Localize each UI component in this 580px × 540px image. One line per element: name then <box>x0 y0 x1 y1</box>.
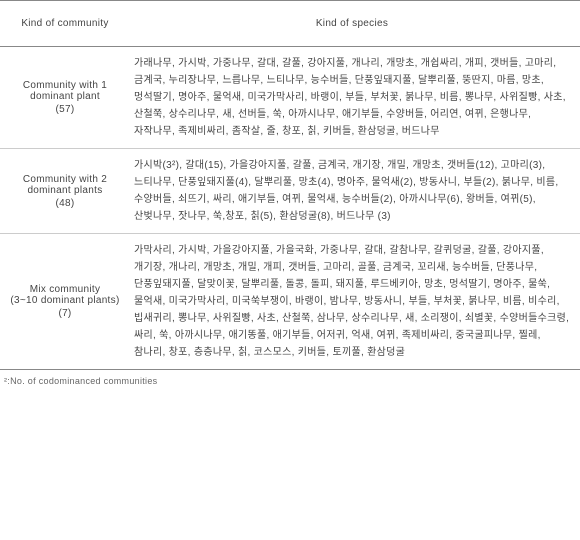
community-label-line1: Community with 2 <box>23 174 107 185</box>
community-count: (7) <box>58 308 71 319</box>
species-list: 가막사리, 가시박, 가을강아지풀, 가을국화, 가중나무, 갈대, 갈참나무,… <box>130 234 580 369</box>
table-row: Community with 1 dominant plant (57) 가래나… <box>0 47 580 149</box>
community-label-cell: Community with 2 dominant plants (48) <box>0 149 130 233</box>
species-list: 가래나무, 가시박, 가중나무, 갈대, 갈풀, 강아지풀, 개나리, 개망초,… <box>130 47 580 148</box>
table-row: Mix community (3~10 dominant plants) (7)… <box>0 234 580 370</box>
header-col-species: Kind of species <box>130 7 580 40</box>
species-table: Kind of community Kind of species Commun… <box>0 0 580 370</box>
footnote: ²:No. of codominanced communities <box>0 370 580 392</box>
community-label-cell: Community with 1 dominant plant (57) <box>0 47 130 148</box>
community-label-line2: (3~10 dominant plants) <box>10 295 119 306</box>
header-col-community: Kind of community <box>0 7 130 40</box>
community-label-line2: dominant plant <box>30 91 100 102</box>
community-label-line1: Community with 1 <box>23 80 107 91</box>
community-count: (57) <box>56 104 75 115</box>
community-label-cell: Mix community (3~10 dominant plants) (7) <box>0 234 130 369</box>
community-count: (48) <box>56 198 75 209</box>
species-list: 가시박(3²), 갈대(15), 가을강아지풀, 갈풀, 금계국, 개기장, 개… <box>130 149 580 233</box>
community-label-line2: dominant plants <box>27 185 102 196</box>
table-header-row: Kind of community Kind of species <box>0 0 580 47</box>
table-row: Community with 2 dominant plants (48) 가시… <box>0 149 580 234</box>
community-label-line1: Mix community <box>30 284 101 295</box>
